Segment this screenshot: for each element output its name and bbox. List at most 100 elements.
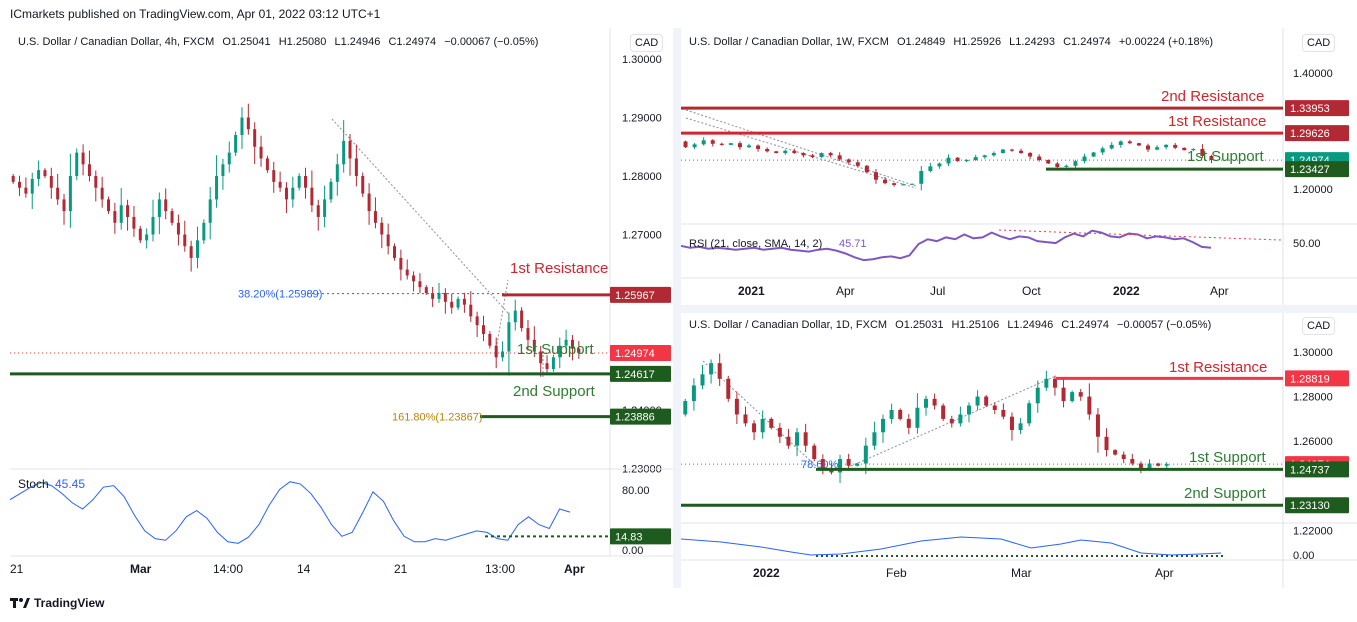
chart-1d-low: L1.24946 xyxy=(1007,319,1054,331)
chart-1w-rsi-tick: 50.00 xyxy=(1293,238,1321,250)
chart-4h-candle xyxy=(418,281,422,288)
chart-1w-sup1-tag-bg xyxy=(1285,161,1349,178)
chart-1w-legend: U.S. Dollar / Canadian Dollar, 1W, FXCM … xyxy=(689,36,1213,48)
chart-4h-x-tick: 13:00 xyxy=(485,562,515,576)
chart-1w-low: L1.24293 xyxy=(1009,36,1056,48)
chart-1w-candle xyxy=(819,153,824,158)
chart-1w-candle xyxy=(973,157,978,160)
chart-1d-candle xyxy=(1009,416,1014,431)
chart-4h-svg[interactable]: 1.300001.290001.280001.270001.230001.240… xyxy=(10,28,673,588)
chart-1w-candle xyxy=(855,162,860,166)
chart-4h-candle xyxy=(494,345,498,358)
chart-4h-currency[interactable]: CAD xyxy=(630,34,664,52)
chart-4h-x-tick: Mar xyxy=(130,562,152,576)
chart-1d-osc-line xyxy=(681,536,1222,556)
chart-4h-symbol: U.S. Dollar / Canadian Dollar, 4h, FXCM xyxy=(18,36,215,48)
chart-4h-price-tick: 1.29000 xyxy=(622,113,662,125)
chart-1w-candle xyxy=(883,179,888,184)
chart-4h-candle xyxy=(43,170,47,176)
chart-4h-candle xyxy=(501,351,505,358)
chart-1d-candle xyxy=(1121,454,1126,460)
chart-1w-candle xyxy=(964,160,969,162)
chart-4h-candle xyxy=(456,298,460,308)
chart-4h-candle xyxy=(373,211,377,223)
chart-4h-candle xyxy=(450,301,454,308)
chart-4h-candle xyxy=(272,170,276,182)
chart-4h-candle xyxy=(24,187,28,194)
chart-1w-candle xyxy=(864,165,869,173)
chart-1d-candle xyxy=(1018,423,1023,431)
chart-1d-sup1-tag: 1.24737 xyxy=(1290,464,1330,476)
chart-1w-panel[interactable]: U.S. Dollar / Canadian Dollar, 1W, FXCM … xyxy=(681,28,1357,305)
chart-4h-candle xyxy=(265,158,269,171)
chart-1d-candle xyxy=(1138,463,1143,468)
chart-1w-candle xyxy=(946,157,951,164)
chart-4h-x-tick: 21 xyxy=(10,562,24,576)
chart-1w-candle xyxy=(1209,155,1214,160)
chart-1w-symbol: U.S. Dollar / Canadian Dollar, 1W, FXCM xyxy=(689,36,889,48)
chart-4h-change: −0.00067 (−0.05%) xyxy=(444,36,539,48)
chart-4h-last-tag: 1.24974 xyxy=(615,348,655,360)
chart-4h-candle xyxy=(520,310,524,329)
chart-1w-candle xyxy=(828,153,833,156)
chart-4h-candle xyxy=(386,234,390,247)
chart-1d-candle xyxy=(1001,409,1006,417)
chart-1w-candle xyxy=(1100,148,1105,153)
chart-1d-currency[interactable]: CAD xyxy=(1302,317,1336,335)
chart-1d-candle xyxy=(1113,450,1118,455)
chart-4h-candle xyxy=(443,293,447,302)
chart-4h-candle xyxy=(18,181,22,188)
chart-1d-candle xyxy=(691,385,696,402)
chart-1w-candle xyxy=(837,155,842,160)
chart-4h-stoch-line xyxy=(10,481,571,544)
footer-brand[interactable]: TradingView xyxy=(10,596,104,610)
chart-1d-candle xyxy=(726,378,731,399)
chart-4h-candle xyxy=(234,135,238,153)
chart-1w-x-tick: Jul xyxy=(930,284,945,298)
chart-4h-legend: U.S. Dollar / Canadian Dollar, 4h, FXCM … xyxy=(18,36,538,48)
chart-1w-price-tick: 1.40000 xyxy=(1293,68,1333,80)
chart-1w-candle xyxy=(783,150,788,154)
chart-1d-panel[interactable]: U.S. Dollar / Canadian Dollar, 1D, FXCM … xyxy=(681,313,1357,588)
chart-1w-currency[interactable]: CAD xyxy=(1302,34,1336,52)
chart-4h-sup1-tag-bg xyxy=(610,365,671,382)
chart-4h-candle xyxy=(310,187,314,206)
chart-1d-candle xyxy=(984,396,989,406)
chart-4h-candle xyxy=(195,240,199,258)
chart-1d-candle xyxy=(846,459,851,466)
chart-1d-sup2-tag: 1.23130 xyxy=(1290,500,1330,512)
chart-1w-candle xyxy=(1009,149,1014,151)
chart-4h-candle xyxy=(342,140,346,165)
chart-1w-candle xyxy=(710,140,715,144)
chart-4h-candle xyxy=(532,339,536,352)
chart-1w-candle xyxy=(728,143,733,145)
chart-4h-candle xyxy=(259,146,263,159)
chart-4h-candle xyxy=(176,222,180,235)
chart-1d-candle xyxy=(1104,436,1109,451)
chart-1d-candle xyxy=(1044,378,1049,388)
chart-1w-candle xyxy=(1064,165,1069,167)
chart-1d-price-tick: 1.26000 xyxy=(1293,436,1333,448)
chart-1d-candle xyxy=(1035,387,1040,404)
chart-4h-candle xyxy=(507,322,511,352)
publisher-header: ICmarkets published on TradingView.com, … xyxy=(10,7,381,21)
chart-1w-candle xyxy=(937,163,942,167)
chart-4h-candle xyxy=(215,176,219,200)
chart-4h-stoch-value: 45.45 xyxy=(55,477,85,491)
chart-1w-res1-tag-bg xyxy=(1285,125,1349,142)
chart-4h-high: H1.25080 xyxy=(278,36,327,48)
chart-4h-stoch-tick: 80.00 xyxy=(622,485,650,497)
chart-1w-candle xyxy=(982,155,987,158)
chart-1d-candle xyxy=(717,363,722,379)
chart-1d-candle xyxy=(734,398,739,415)
chart-4h-panel[interactable]: U.S. Dollar / Canadian Dollar, 4h, FXCM … xyxy=(10,28,673,588)
chart-4h-candle xyxy=(30,178,34,194)
chart-1d-price-tick: 1.30000 xyxy=(1293,347,1333,359)
chart-1d-candle xyxy=(683,401,688,415)
chart-1w-candle xyxy=(1028,153,1033,157)
chart-1d-symbol: U.S. Dollar / Canadian Dollar, 1D, FXCM xyxy=(689,319,888,331)
chart-1w-x-tick: 2022 xyxy=(1113,284,1140,298)
chart-1w-res1-tag: 1.29626 xyxy=(1290,128,1330,140)
